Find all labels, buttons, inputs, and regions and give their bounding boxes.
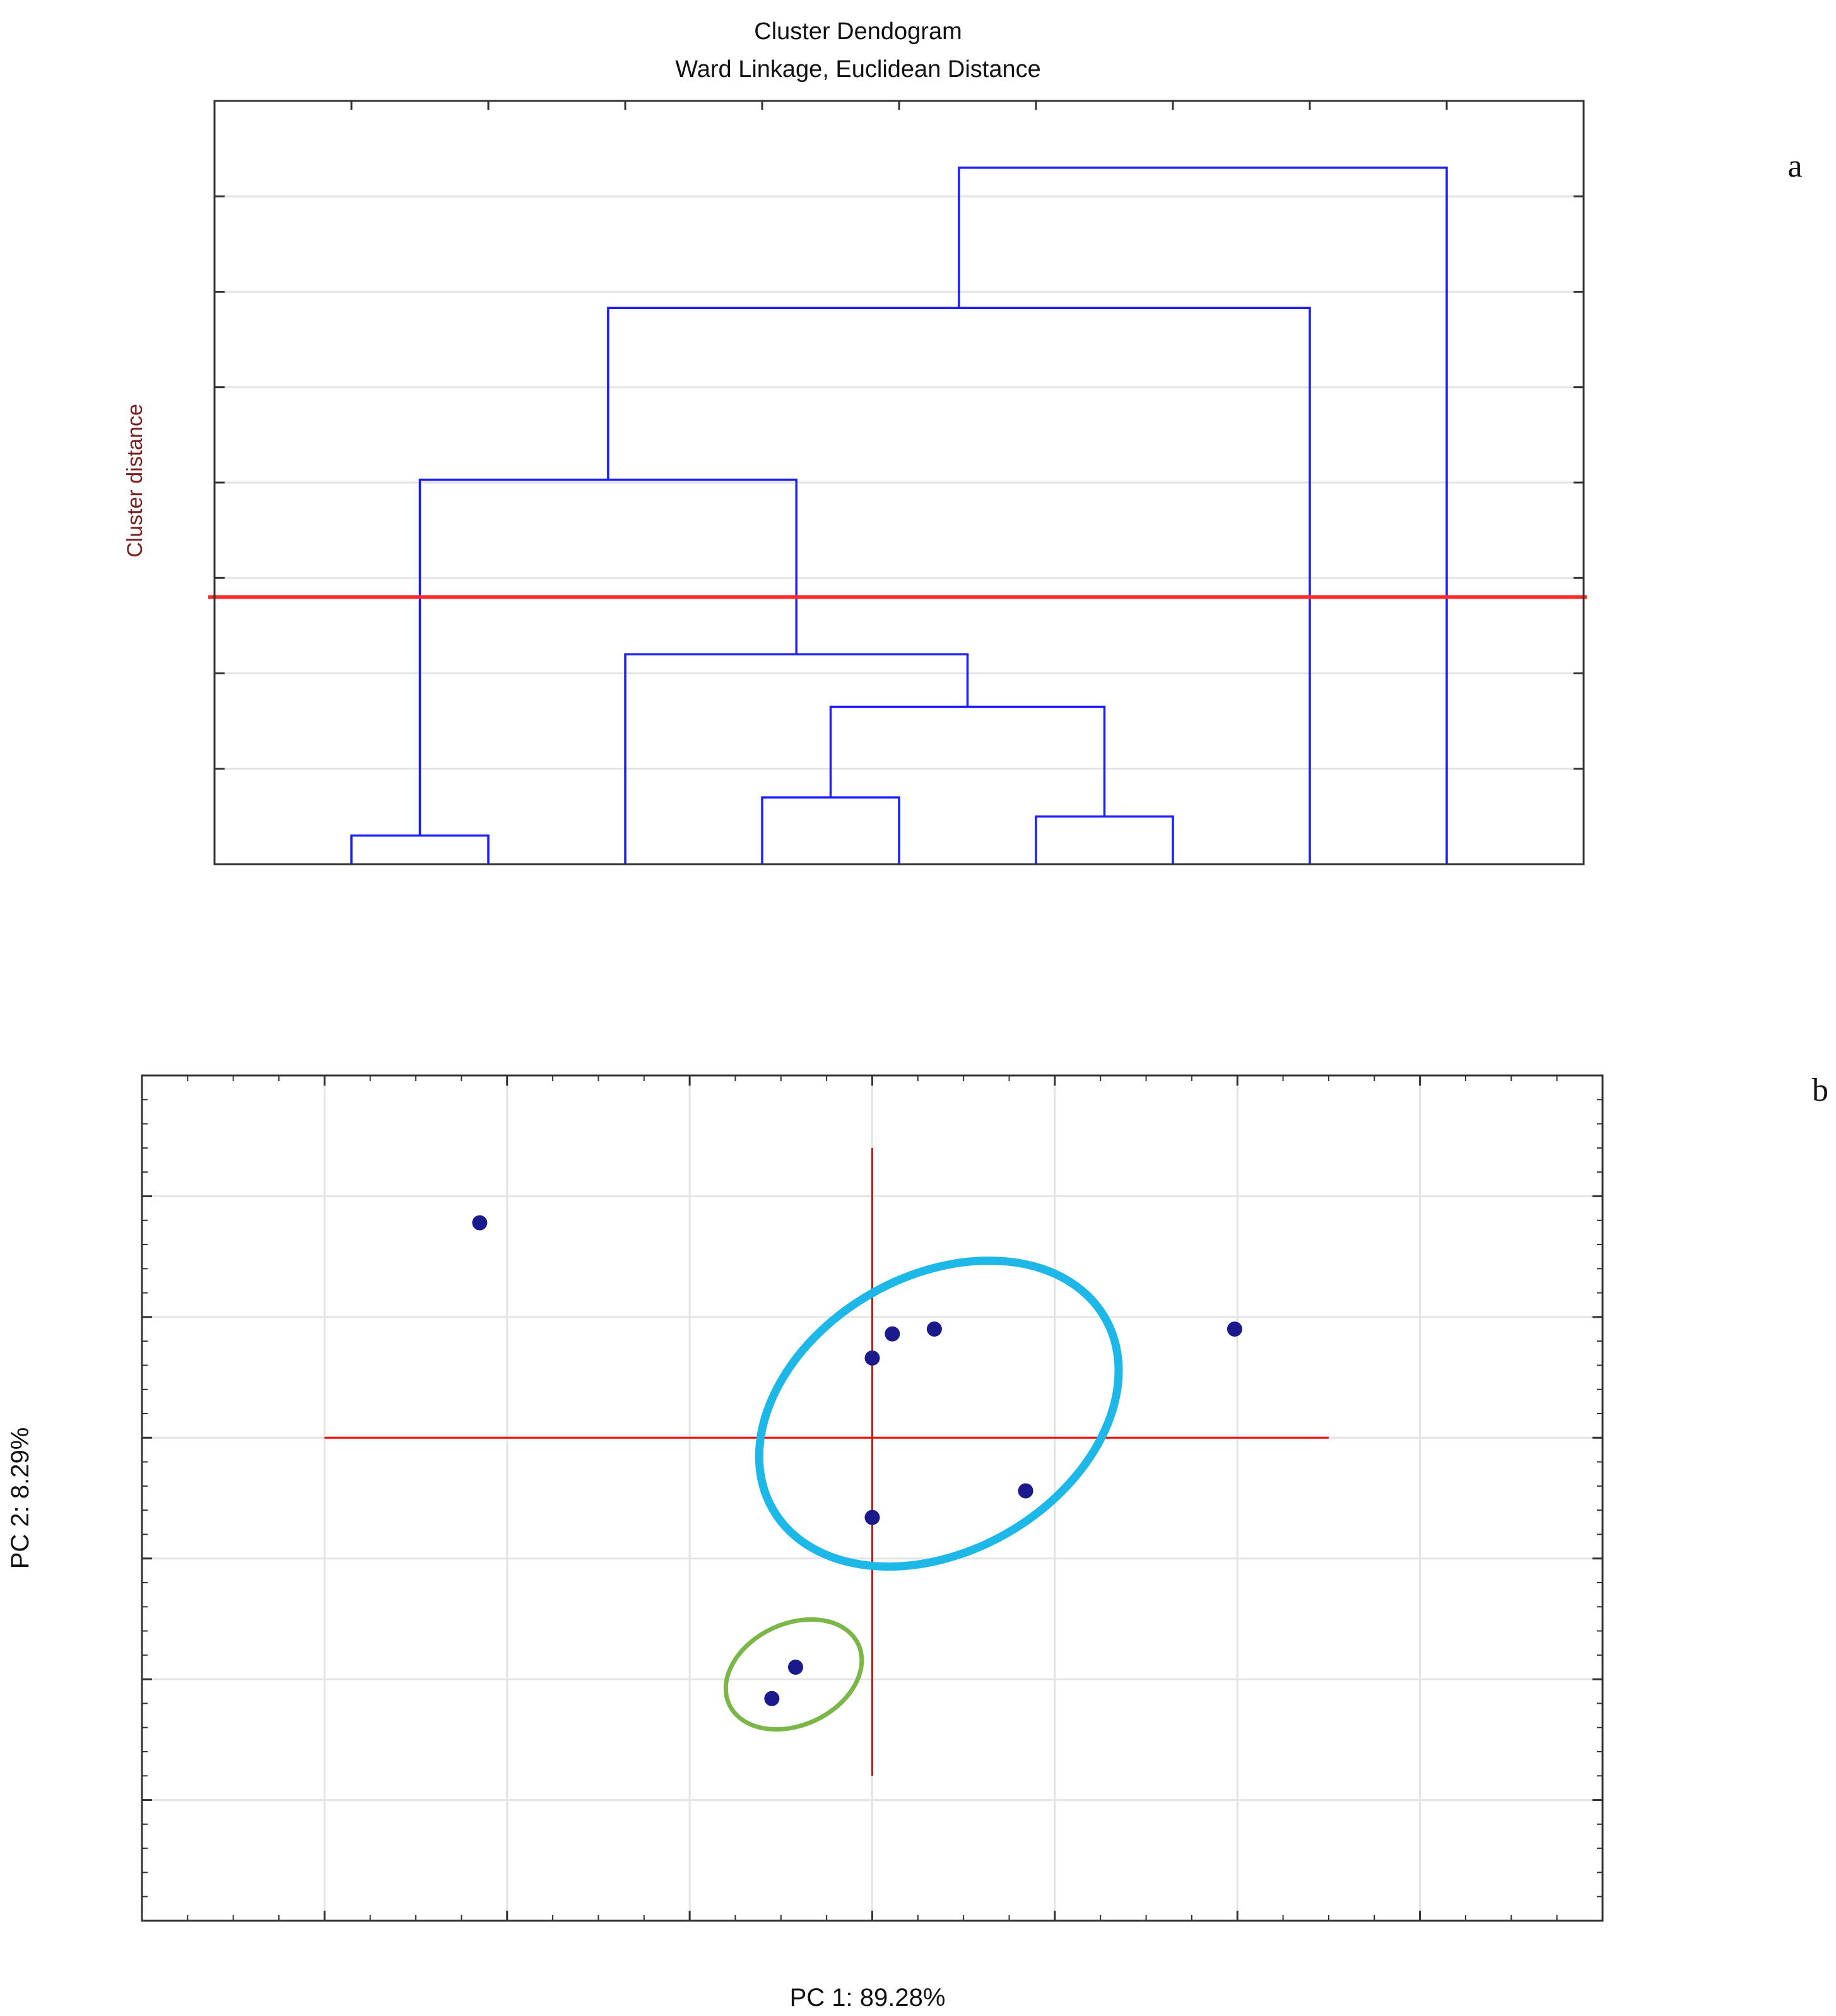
pca-point-4 <box>1018 1483 1033 1499</box>
pca-cluster-ellipse-2 <box>723 1617 864 1732</box>
dendrogram-panel: Cluster Dendogram Ward Linkage, Euclidea… <box>123 18 1803 865</box>
pca-point-7 <box>764 1691 780 1706</box>
pca-reference-lines <box>324 1147 1329 1776</box>
pca-x-axis-label: PC 1: 89.28% <box>790 1984 946 2012</box>
pca-plot-frame <box>141 1074 1604 1922</box>
dendrogram-branches <box>350 167 1448 864</box>
dendrogram-plot-frame <box>213 100 1585 865</box>
dendrogram-link-e <box>624 653 969 864</box>
pca-point-6 <box>864 1350 880 1366</box>
pca-point-8 <box>926 1322 942 1337</box>
pca-point-2 <box>472 1215 488 1231</box>
dendrogram-link-f <box>418 478 797 836</box>
pca-panel: b PC 1: 89.28% PC 2: 8.29% <box>6 1072 1828 2012</box>
dendrogram-subtitle: Ward Linkage, Euclidean Distance <box>675 56 1040 83</box>
dendrogram-link-a <box>350 834 490 864</box>
pca-cluster-ellipses <box>723 1257 1123 1732</box>
pca-gridlines <box>142 1075 1603 1921</box>
pca-point-5 <box>1227 1322 1242 1337</box>
dendrogram-link-c <box>1035 815 1174 864</box>
dendrogram-link-d <box>829 705 1106 817</box>
panel-label-b: b <box>1812 1072 1828 1108</box>
pca-point-3 <box>864 1509 880 1525</box>
pca-y-axis-label: PC 2: 8.29% <box>6 1427 34 1569</box>
pca-points <box>472 1215 1242 1706</box>
panel-label-a: a <box>1787 148 1802 184</box>
pca-point-9 <box>885 1326 900 1342</box>
dendrogram-link-h <box>958 167 1448 864</box>
dendrogram-title: Cluster Dendogram <box>754 18 962 45</box>
dendrogram-gridlines <box>215 195 1584 770</box>
dendrogram-link-g <box>607 307 1311 864</box>
dendrogram-y-axis-label: Cluster distance <box>123 404 147 558</box>
pca-point-1 <box>787 1660 803 1675</box>
dendrogram-link-b <box>761 796 900 864</box>
pca-cluster-ellipse-1 <box>755 1257 1123 1571</box>
